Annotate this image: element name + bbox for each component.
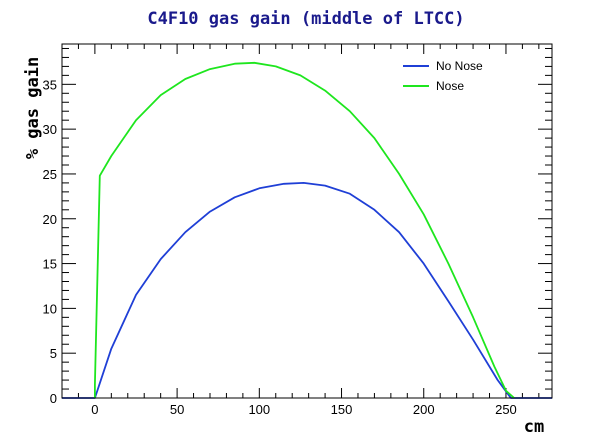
- chart-title: C4F10 gas gain (middle of LTCC): [147, 9, 464, 29]
- ticks-layer: 0 50 100 150 200 250 0 5 10 15 20 25 30 35: [43, 44, 552, 417]
- legend-entry: No Nose: [436, 59, 483, 73]
- y-tick-label: 15: [43, 257, 57, 272]
- x-tick-label: 100: [248, 402, 270, 417]
- legend: No Nose Nose: [403, 59, 483, 93]
- y-tick-label: 25: [43, 167, 57, 182]
- series-line-no-nose: [62, 181, 552, 399]
- x-tick-label: 50: [170, 402, 184, 417]
- x-tick-label: 150: [331, 402, 353, 417]
- y-tick-label: 5: [50, 346, 57, 361]
- x-tick-label: 200: [413, 402, 435, 417]
- y-tick-label: 30: [43, 122, 57, 137]
- legend-entry: Nose: [436, 79, 464, 93]
- series-layer: [62, 61, 552, 399]
- x-tick-label: 250: [495, 402, 517, 417]
- y-axis-label: % gas gain: [23, 57, 43, 159]
- y-tick-label: 10: [43, 301, 57, 316]
- y-tick-label: 35: [43, 77, 57, 92]
- series-line-nose: [94, 61, 515, 399]
- plot-frame: [61, 43, 553, 399]
- x-tick-label: 0: [91, 402, 98, 417]
- y-tick-label: 0: [50, 391, 57, 406]
- x-axis-label: cm: [524, 417, 544, 437]
- y-tick-label: 20: [43, 212, 57, 227]
